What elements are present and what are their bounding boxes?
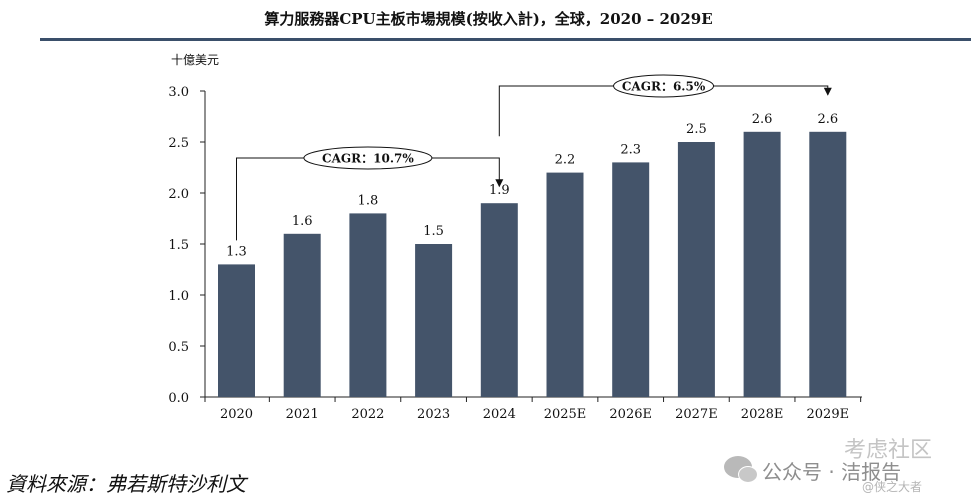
watermark-sub: @侠之大者 bbox=[862, 480, 923, 494]
x-tick-label: 2028E bbox=[741, 407, 784, 422]
bar-value-label: 1.9 bbox=[489, 183, 510, 198]
bar bbox=[809, 131, 847, 398]
bar-value-label: 1.6 bbox=[292, 214, 313, 229]
bar bbox=[415, 244, 453, 397]
x-tick-label: 2025E bbox=[544, 407, 587, 422]
title-underline bbox=[40, 38, 971, 41]
bar bbox=[283, 233, 321, 397]
cagr-label: CAGR：6.5% bbox=[622, 80, 706, 94]
cagr-oval bbox=[613, 74, 715, 98]
bar-value-label: 2.5 bbox=[686, 122, 707, 137]
x-tick-label: 2024 bbox=[483, 407, 516, 422]
x-tick-label: 2021 bbox=[286, 407, 319, 422]
wechat-icon bbox=[724, 456, 758, 483]
bar-value-label: 1.5 bbox=[423, 224, 444, 239]
watermark: 公众号 · 洁报告 考虑社区 @侠之大者 bbox=[724, 438, 974, 498]
x-tick-label: 2022 bbox=[351, 407, 384, 422]
x-tick-label: 2029E bbox=[807, 407, 850, 422]
bar-value-label: 2.6 bbox=[752, 112, 773, 127]
bar-value-label: 2.2 bbox=[555, 153, 576, 168]
source-note: 資料來源：弗若斯特沙利文 bbox=[6, 472, 246, 496]
bar bbox=[218, 264, 255, 397]
bar-value-label: 1.3 bbox=[226, 244, 247, 259]
x-tick-label: 2023 bbox=[417, 407, 450, 422]
x-tick-label: 2027E bbox=[675, 407, 718, 422]
chart-title: 算力服務器CPU主板市場規模(按收入計)，全球，2020 – 2029E bbox=[264, 10, 713, 28]
watermark-name: 公众号 · 洁报告 bbox=[762, 460, 902, 484]
y-tick-label: 0.0 bbox=[168, 391, 189, 406]
x-tick-label: 2020 bbox=[220, 407, 253, 422]
y-axis-unit-label: 十億美元 bbox=[171, 53, 219, 67]
y-tick-label: 3.0 bbox=[168, 85, 189, 100]
watermark-logo-text: 考虑社区 bbox=[844, 438, 933, 463]
bar bbox=[480, 203, 518, 397]
y-tick-label: 1.5 bbox=[168, 238, 189, 253]
bar bbox=[677, 142, 715, 397]
cagr-label: CAGR：10.7% bbox=[322, 152, 414, 166]
bar-chart: 十億美元 0.0 0.5 1.0 1.5 2.0 2.5 3.0 2020 2021 2022 20… bbox=[168, 53, 862, 422]
bar bbox=[743, 131, 781, 398]
bar bbox=[349, 213, 387, 397]
bar bbox=[612, 162, 650, 397]
cagr-oval bbox=[303, 146, 433, 170]
y-tick-label: 2.0 bbox=[168, 187, 189, 202]
bar-value-label: 1.8 bbox=[358, 193, 379, 208]
y-tick-label: 1.0 bbox=[168, 289, 189, 304]
x-tick-label: 2026E bbox=[609, 407, 652, 422]
y-tick-label: 0.5 bbox=[168, 340, 189, 355]
bar bbox=[546, 172, 584, 397]
y-tick-label: 2.5 bbox=[168, 136, 189, 151]
bar-value-label: 2.3 bbox=[620, 142, 641, 157]
bar-value-label: 2.6 bbox=[817, 112, 838, 127]
